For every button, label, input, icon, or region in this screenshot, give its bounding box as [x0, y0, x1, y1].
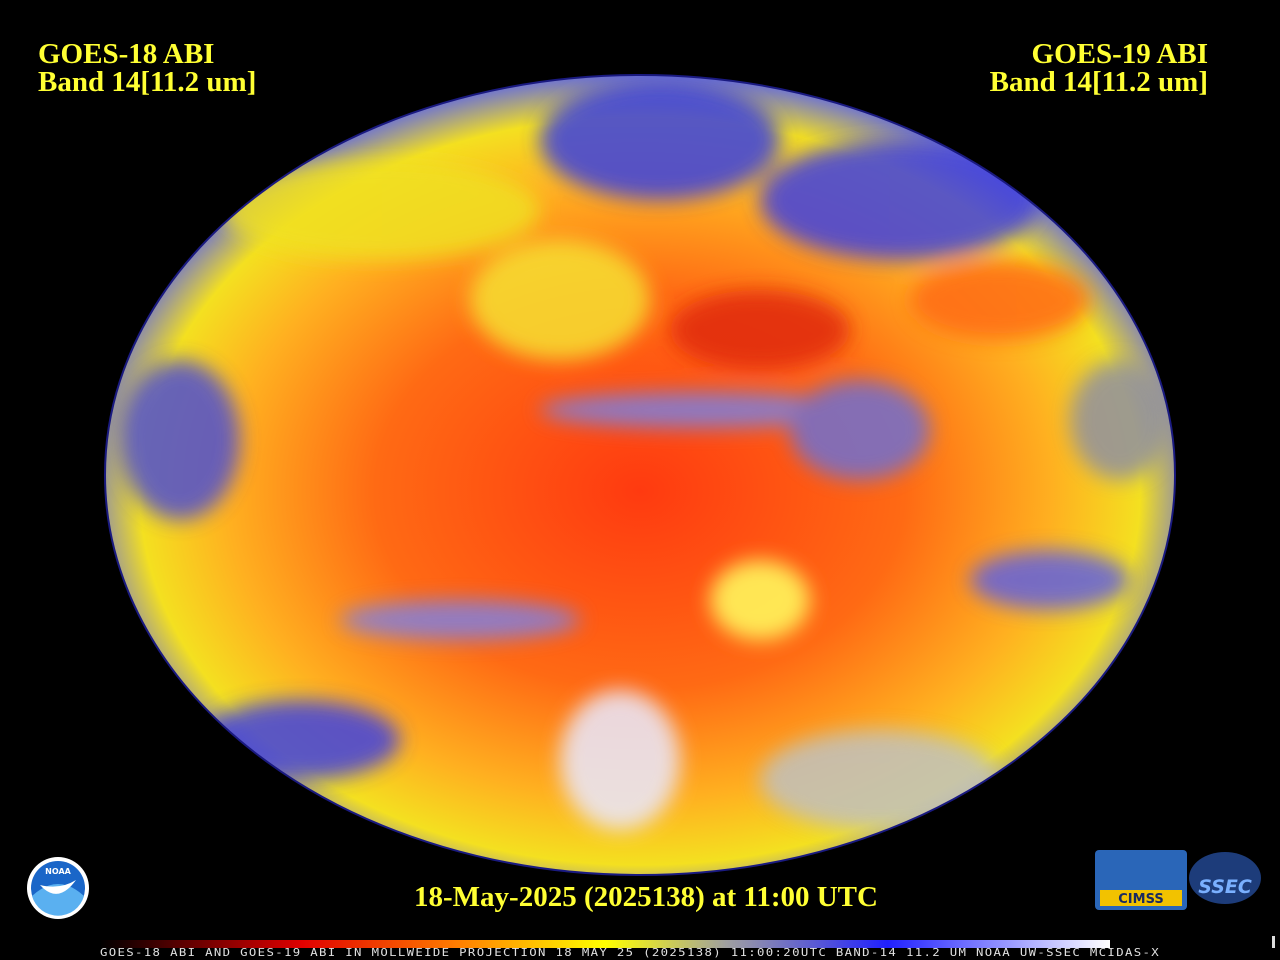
left-satellite: GOES-18 ABI — [38, 38, 214, 70]
earth-disk — [104, 74, 1176, 876]
noaa-label: NOAA — [45, 867, 71, 876]
cimss-logo: CIMSS — [1095, 850, 1187, 910]
right-satellite: GOES-19 ABI — [1032, 38, 1208, 70]
right-band: Band 14[11.2 um] — [990, 66, 1208, 98]
ssec-label: SSEC — [1198, 876, 1252, 898]
ssec-logo: SSEC — [1189, 852, 1261, 904]
footer-caption: GOES-18 ABI AND GOES-19 ABI IN MOLLWEIDE… — [100, 946, 1160, 959]
cimss-label: CIMSS — [1118, 892, 1163, 907]
timestamp: 18-May-2025 (2025138) at 11:00 UTC — [414, 881, 878, 913]
noaa-logo: NOAA — [27, 857, 89, 919]
marker — [1272, 936, 1275, 948]
left-band: Band 14[11.2 um] — [38, 66, 256, 98]
color-bar — [100, 940, 1110, 948]
